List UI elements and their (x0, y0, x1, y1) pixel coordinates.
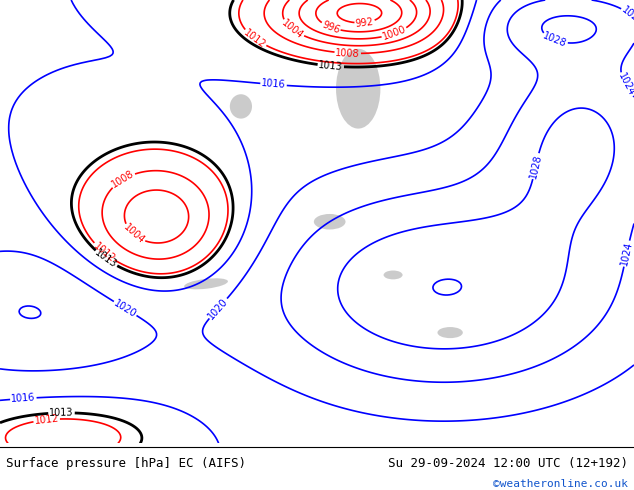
Text: 1024: 1024 (619, 5, 634, 28)
Text: Su 29-09-2024 12:00 UTC (12+192): Su 29-09-2024 12:00 UTC (12+192) (387, 457, 628, 469)
Text: 1000: 1000 (381, 24, 408, 42)
Text: 1028: 1028 (528, 153, 543, 179)
Text: ©weatheronline.co.uk: ©weatheronline.co.uk (493, 479, 628, 490)
Text: 1008: 1008 (335, 48, 360, 59)
Text: 1016: 1016 (11, 393, 36, 404)
Text: 1012: 1012 (91, 241, 117, 264)
Text: 1004: 1004 (121, 222, 146, 246)
Ellipse shape (314, 214, 346, 229)
Text: 996: 996 (320, 19, 341, 35)
Text: 1024: 1024 (619, 241, 634, 267)
Text: 1012: 1012 (34, 414, 60, 426)
Text: 1013: 1013 (93, 247, 119, 270)
Text: Surface pressure [hPa] EC (AIFS): Surface pressure [hPa] EC (AIFS) (6, 457, 247, 469)
Ellipse shape (437, 327, 463, 338)
Text: 1020: 1020 (206, 296, 230, 321)
Text: 1024: 1024 (616, 72, 634, 98)
Text: 992: 992 (355, 17, 375, 28)
Ellipse shape (384, 270, 403, 279)
Text: 1004: 1004 (280, 18, 306, 41)
Text: 1008: 1008 (110, 169, 136, 190)
Ellipse shape (336, 49, 380, 128)
Text: 1020: 1020 (112, 298, 138, 319)
Text: 1028: 1028 (541, 31, 568, 49)
Text: 1013: 1013 (318, 60, 344, 72)
Text: 1016: 1016 (261, 78, 286, 91)
Ellipse shape (230, 94, 252, 119)
Text: 1012: 1012 (242, 27, 268, 50)
Ellipse shape (184, 278, 228, 289)
Text: 1013: 1013 (49, 408, 74, 418)
